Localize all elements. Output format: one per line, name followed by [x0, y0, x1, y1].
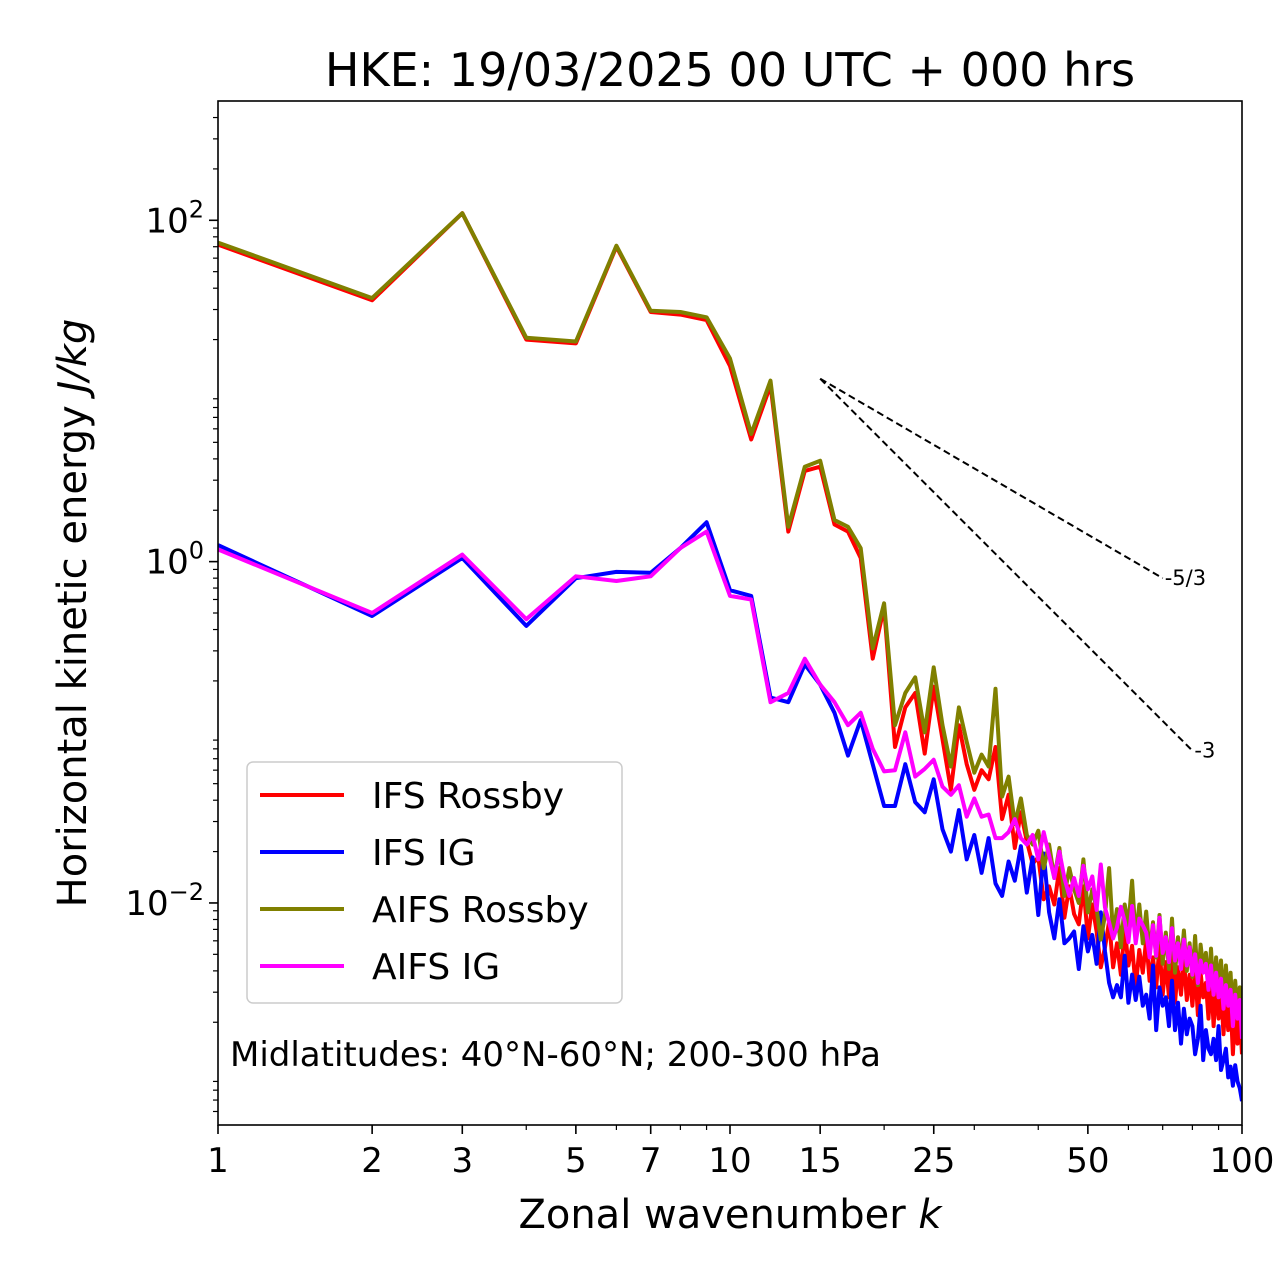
y-minor-ticks — [213, 116, 218, 1113]
legend-label: IFS IG — [372, 833, 476, 874]
x-major-ticks: 1 2 3 5 7 10 15 25 50 100 — [207, 1125, 1274, 1181]
legend-label: AIFS IG — [372, 947, 500, 988]
chart-title: HKE: 19/03/2025 00 UTC + 000 hrs — [325, 43, 1135, 97]
reference-line-label: -3 — [1194, 739, 1215, 763]
legend-label: IFS Rossby — [372, 776, 564, 817]
x-tick-label: 2 — [361, 1141, 383, 1181]
series-line-ifs-ig — [218, 520, 1242, 1102]
x-tick-label: 5 — [565, 1141, 587, 1181]
x-tick-label: 25 — [912, 1141, 955, 1181]
x-tick-label: 1 — [207, 1141, 229, 1181]
plot-frame — [217, 100, 1243, 1126]
y-tick-label: 100 — [145, 537, 204, 583]
series-lines — [218, 211, 1242, 1102]
legend-label: AIFS Rossby — [372, 890, 589, 931]
x-tick-label: 15 — [799, 1141, 842, 1181]
x-tick-label: 50 — [1066, 1141, 1109, 1181]
legend-frame — [246, 761, 623, 1004]
y-tick-label: 10−2 — [125, 878, 204, 924]
region-annotation: Midlatitudes: 40°N-60°N; 200-300 hPa — [230, 1035, 881, 1075]
x-tick-label: 100 — [1210, 1141, 1275, 1181]
x-axis-label: Zonal wavenumber k — [518, 1192, 943, 1238]
y-major-ticks: 10−2 100 102 — [125, 195, 218, 924]
reference-slope-lines — [819, 377, 1194, 752]
series-line-aifs-ig — [218, 529, 1242, 1039]
reference-slope-labels: -5/3 -3 — [1165, 566, 1216, 763]
y-tick-label: 102 — [145, 195, 204, 241]
series-line-aifs-rossby — [218, 211, 1242, 1027]
y-axis-label: Horizontal kinetic energy J/kg — [50, 319, 96, 908]
legend: IFS Rossby IFS IG AIFS Rossby AIFS IG — [246, 761, 623, 1004]
x-tick-label: 3 — [451, 1141, 473, 1181]
series-line-ifs-rossby — [218, 211, 1242, 1057]
x-tick-label: 7 — [640, 1141, 662, 1181]
x-tick-label: 10 — [708, 1141, 751, 1181]
reference-line — [819, 377, 1164, 580]
reference-line-label: -5/3 — [1165, 566, 1206, 590]
